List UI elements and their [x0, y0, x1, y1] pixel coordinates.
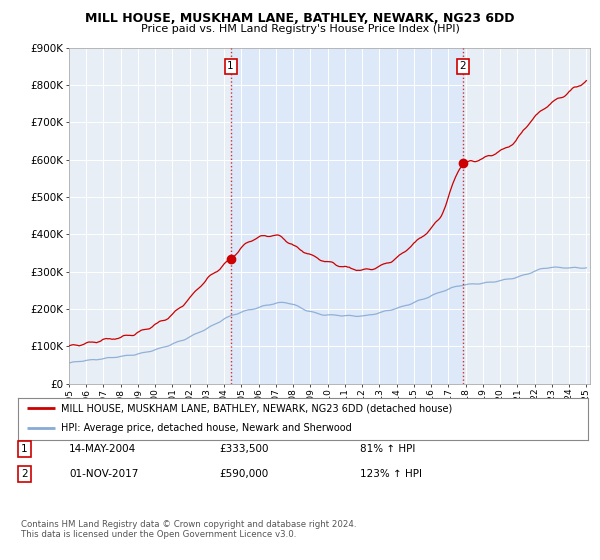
Text: 1: 1 [21, 444, 28, 454]
Text: Contains HM Land Registry data © Crown copyright and database right 2024.
This d: Contains HM Land Registry data © Crown c… [21, 520, 356, 539]
Text: 2: 2 [21, 469, 28, 479]
Text: MILL HOUSE, MUSKHAM LANE, BATHLEY, NEWARK, NG23 6DD (detached house): MILL HOUSE, MUSKHAM LANE, BATHLEY, NEWAR… [61, 403, 452, 413]
Text: 2: 2 [460, 61, 466, 71]
Text: 14-MAY-2004: 14-MAY-2004 [69, 444, 136, 454]
Text: 1: 1 [227, 61, 234, 71]
Text: £590,000: £590,000 [219, 469, 268, 479]
Text: 81% ↑ HPI: 81% ↑ HPI [360, 444, 415, 454]
Bar [230, 48, 463, 384]
Text: MILL HOUSE, MUSKHAM LANE, BATHLEY, NEWARK, NG23 6DD: MILL HOUSE, MUSKHAM LANE, BATHLEY, NEWAR… [85, 12, 515, 25]
Text: 01-NOV-2017: 01-NOV-2017 [69, 469, 139, 479]
Text: HPI: Average price, detached house, Newark and Sherwood: HPI: Average price, detached house, Newa… [61, 423, 352, 433]
Text: 123% ↑ HPI: 123% ↑ HPI [360, 469, 422, 479]
Text: Price paid vs. HM Land Registry's House Price Index (HPI): Price paid vs. HM Land Registry's House … [140, 24, 460, 34]
Text: £333,500: £333,500 [219, 444, 269, 454]
